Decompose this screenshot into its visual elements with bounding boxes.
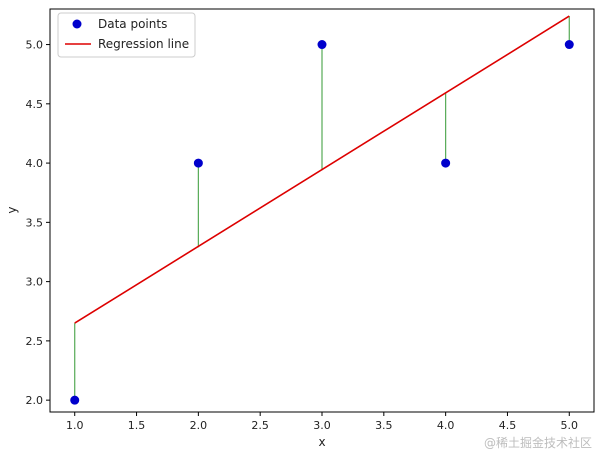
- y-tick-label: 3.0: [26, 276, 44, 289]
- x-tick-label: 2.0: [190, 419, 208, 432]
- legend-label-data-points: Data points: [98, 17, 167, 31]
- x-tick-label: 1.0: [66, 419, 84, 432]
- watermark: @稀土掘金技术社区: [483, 436, 592, 450]
- y-tick-label: 4.5: [26, 98, 44, 111]
- data-points-layer: [70, 40, 574, 405]
- data-point: [317, 40, 327, 50]
- data-point: [193, 158, 203, 168]
- regression-line: [74, 15, 570, 324]
- y-axis-ticks: 2.0 2.5 3.0 3.5 4.0 4.5 5.0: [26, 39, 50, 407]
- x-tick-label: 4.0: [437, 419, 455, 432]
- legend-marker-data-points: [72, 19, 82, 29]
- data-point: [564, 40, 574, 50]
- x-tick-label: 5.0: [561, 419, 579, 432]
- legend-label-regression-line: Regression line: [98, 37, 189, 51]
- legend: Data points Regression line: [57, 12, 196, 58]
- y-axis-label: y: [5, 206, 19, 213]
- y-tick-label: 4.0: [26, 157, 44, 170]
- x-tick-label: 4.5: [499, 419, 517, 432]
- x-tick-label: 3.0: [313, 419, 331, 432]
- y-tick-label: 2.5: [26, 335, 44, 348]
- x-axis-ticks: 1.0 1.5 2.0 2.5 3.0 3.5 4.0 4.5 5.0: [66, 412, 578, 432]
- regression-line-layer: [74, 15, 570, 324]
- data-point: [70, 395, 80, 405]
- x-tick-label: 1.5: [128, 419, 146, 432]
- x-axis-label: x: [318, 435, 325, 449]
- x-tick-label: 2.5: [251, 419, 269, 432]
- data-point: [441, 158, 451, 168]
- y-tick-label: 3.5: [26, 216, 44, 229]
- x-tick-label: 3.5: [375, 419, 393, 432]
- y-tick-label: 5.0: [26, 39, 44, 52]
- legend-box: [57, 12, 196, 58]
- y-tick-label: 2.0: [26, 394, 44, 407]
- residual-lines: [74, 16, 570, 401]
